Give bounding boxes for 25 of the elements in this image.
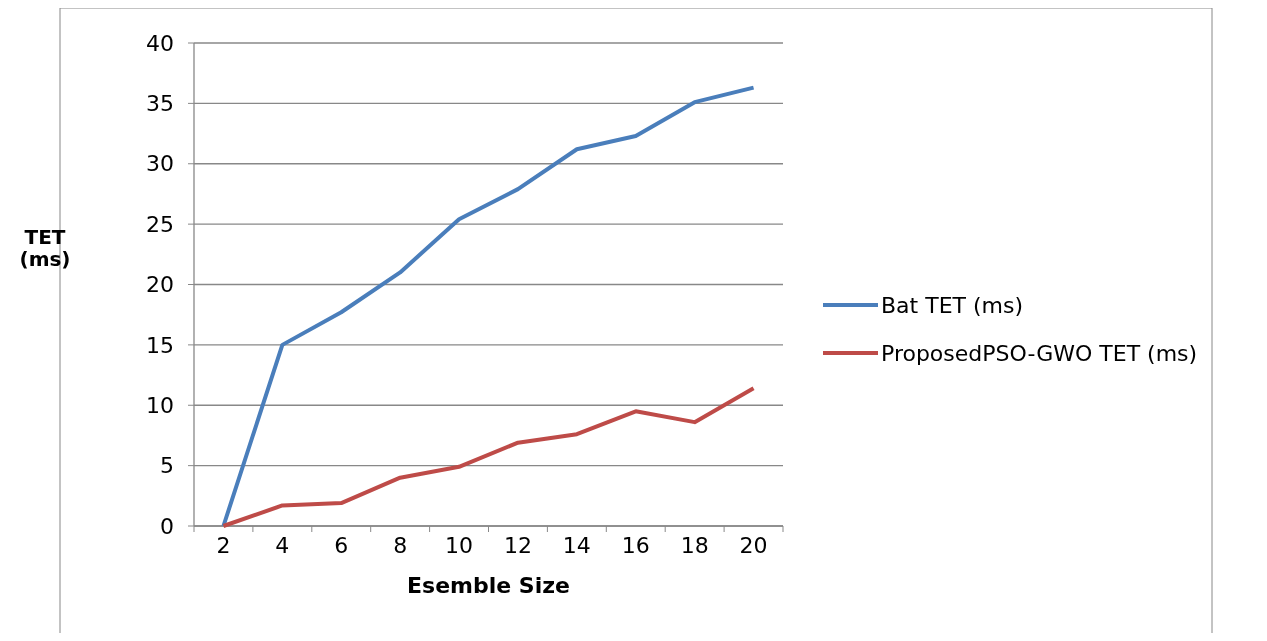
y-tick-label: 10 [146,392,174,418]
x-tick-label: 12 [503,533,532,558]
x-tick-label: 4 [275,533,290,558]
x-tick-label: 10 [445,533,474,558]
x-tick-label: 6 [334,533,349,558]
y-axis-title: TET (ms) [19,225,71,271]
x-tick-label: 8 [393,533,408,558]
legend-label: ProposedPSO-GWO TET (ms) [881,340,1198,366]
legend-label: Bat TET (ms) [881,292,1024,318]
y-tick-label: 25 [146,211,174,237]
line-series [221,386,756,528]
y-tick-label: 0 [160,513,174,539]
x-axis-title: Esemble Size [407,573,570,598]
x-tick-label: 14 [562,533,591,558]
x-tick-label: 2 [216,533,231,558]
x-tick-label: 20 [739,533,768,558]
y-tick-label: 5 [160,453,174,479]
y-tick-label: 20 [146,272,174,298]
y-tick-label: 35 [146,91,174,117]
y-tick-label: 40 [146,30,174,56]
y-tick-label: 30 [146,151,174,177]
x-tick-label: 16 [621,533,650,558]
line-series [221,85,756,528]
y-tick-label: 15 [146,332,174,358]
x-tick-label: 18 [680,533,709,558]
